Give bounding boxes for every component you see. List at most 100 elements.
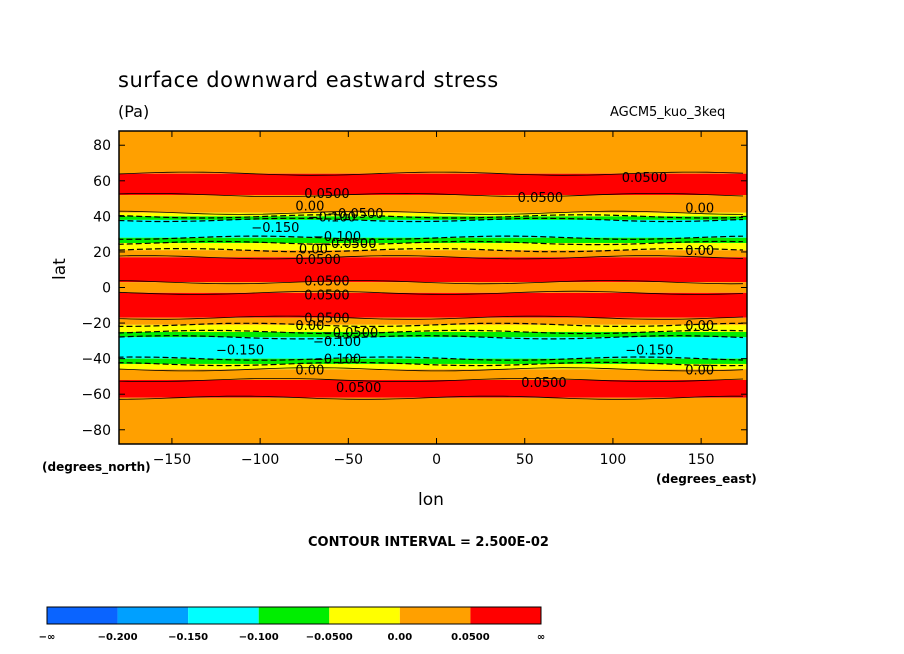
y-tick-label: 40: [93, 209, 111, 225]
x-tick-label: 0: [432, 452, 441, 468]
y-axis-units: (degrees_north): [42, 460, 151, 474]
colorbar-swatch-6: [470, 607, 541, 624]
band-12: [119, 317, 747, 325]
colorbar-swatch-4: [329, 607, 400, 624]
band-6: [119, 237, 747, 244]
contour-label-2: 0.0500: [518, 191, 564, 206]
y-tick-label: −80: [81, 423, 111, 439]
y-tick-label: 20: [93, 245, 111, 261]
contour-label-10: 0.00: [299, 242, 328, 257]
y-axis-label: lat: [50, 258, 70, 280]
chart-units: (Pa): [118, 102, 150, 121]
x-tick-label: 50: [516, 452, 534, 468]
contour-label-8: −0.100: [313, 230, 361, 245]
x-axis-units: (degrees_east): [656, 472, 757, 486]
band-10: [119, 282, 747, 293]
contour-label-6: −0.100: [308, 210, 356, 225]
contour-label-9: −0.0500: [320, 237, 376, 252]
contour-label-18: −0.0500: [322, 326, 378, 341]
contour-line-16: [118, 361, 744, 367]
contour-line-7: [118, 248, 744, 253]
colorbar-label: −0.0500: [306, 632, 353, 643]
contour-line-8: [118, 255, 744, 260]
contour-label-12: 0.0500: [295, 253, 341, 268]
contour-line-12: [118, 322, 744, 327]
contour-line-9: [118, 280, 744, 285]
contour-label-0: 0.0500: [622, 171, 668, 186]
contour-label-4: 0.00: [295, 200, 324, 215]
band-17: [119, 363, 747, 370]
band-20: [119, 397, 747, 444]
colorbar-label: −0.150: [168, 632, 208, 643]
colorbar-swatch-2: [188, 607, 259, 624]
contour-line-5: [118, 235, 744, 240]
contour-label-20: −0.150: [216, 344, 264, 359]
contour-line-18: [118, 378, 744, 383]
band-3: [119, 212, 747, 217]
band-18: [119, 369, 747, 380]
contour-label-14: 0.0500: [304, 289, 350, 304]
band-1: [119, 173, 747, 196]
contour-label-24: 0.00: [685, 363, 714, 378]
x-axis-label: lon: [418, 490, 444, 510]
contour-line-13: [118, 329, 744, 335]
contour-label-13: 0.0500: [304, 274, 350, 289]
y-tick-label: 80: [93, 138, 111, 154]
colorbar-label: ∞: [537, 632, 545, 643]
colorbar-label: 0.0500: [451, 632, 490, 643]
x-tick-label: 150: [688, 452, 715, 468]
contour-line-2: [118, 210, 744, 215]
contour-line-6: [118, 240, 744, 246]
colorbar-label: −0.100: [239, 632, 279, 643]
contour-label-3: 0.00: [685, 201, 714, 216]
band-4: [119, 216, 747, 220]
colorbar-swatch-0: [47, 607, 118, 624]
x-tick-label: −150: [153, 452, 191, 468]
x-tick-label: −50: [334, 452, 364, 468]
colorbar-swatch-1: [117, 607, 189, 624]
contour-label-26: 0.0500: [521, 376, 567, 391]
x-tick-label: −100: [241, 452, 279, 468]
band-9: [119, 257, 747, 283]
contour-line-14: [118, 335, 744, 340]
band-0: [119, 131, 747, 174]
contour-line-0: [118, 171, 744, 176]
model-label: AGCM5_kuo_3keq: [610, 105, 726, 120]
x-tick-label: 100: [600, 452, 627, 468]
band-2: [119, 195, 747, 213]
y-tick-label: −60: [81, 387, 111, 403]
colorbar-swatch-3: [258, 607, 330, 624]
y-tick-label: 60: [93, 174, 111, 190]
contour-line-11: [118, 315, 744, 320]
contour-label-7: −0.150: [251, 221, 299, 236]
contour-line-10: [118, 290, 744, 295]
band-5: [119, 219, 747, 238]
band-13: [119, 324, 747, 332]
contour-interval: CONTOUR INTERVAL = 2.500E-02: [308, 535, 549, 550]
contour-line-3: [118, 214, 744, 219]
band-16: [119, 358, 747, 364]
chart-title: surface downward eastward stress: [118, 68, 499, 92]
band-19: [119, 379, 747, 398]
contour-line-17: [118, 367, 744, 372]
band-7: [119, 243, 747, 251]
contour-label-23: 0.00: [295, 363, 324, 378]
contour-label-1: 0.0500: [304, 187, 350, 202]
colorbar-frame: [46, 606, 542, 625]
band-11: [119, 292, 747, 318]
contour-label-11: 0.00: [685, 244, 714, 259]
band-14: [119, 331, 747, 338]
contour-label-19: −0.100: [313, 335, 361, 350]
contour-label-15: 0.0500: [304, 312, 350, 327]
contour-line-19: [118, 395, 743, 400]
contour-label-25: 0.0500: [336, 381, 382, 396]
y-tick-label: −20: [81, 316, 111, 332]
colorbar-label: −0.200: [98, 632, 138, 643]
contour-label-16: 0.00: [295, 319, 324, 334]
colorbar-swatch-5: [399, 607, 471, 624]
y-tick-label: −40: [81, 352, 111, 368]
colorbar-label: 0.00: [388, 632, 413, 643]
contour-line-15: [118, 356, 744, 361]
band-15: [119, 337, 747, 359]
